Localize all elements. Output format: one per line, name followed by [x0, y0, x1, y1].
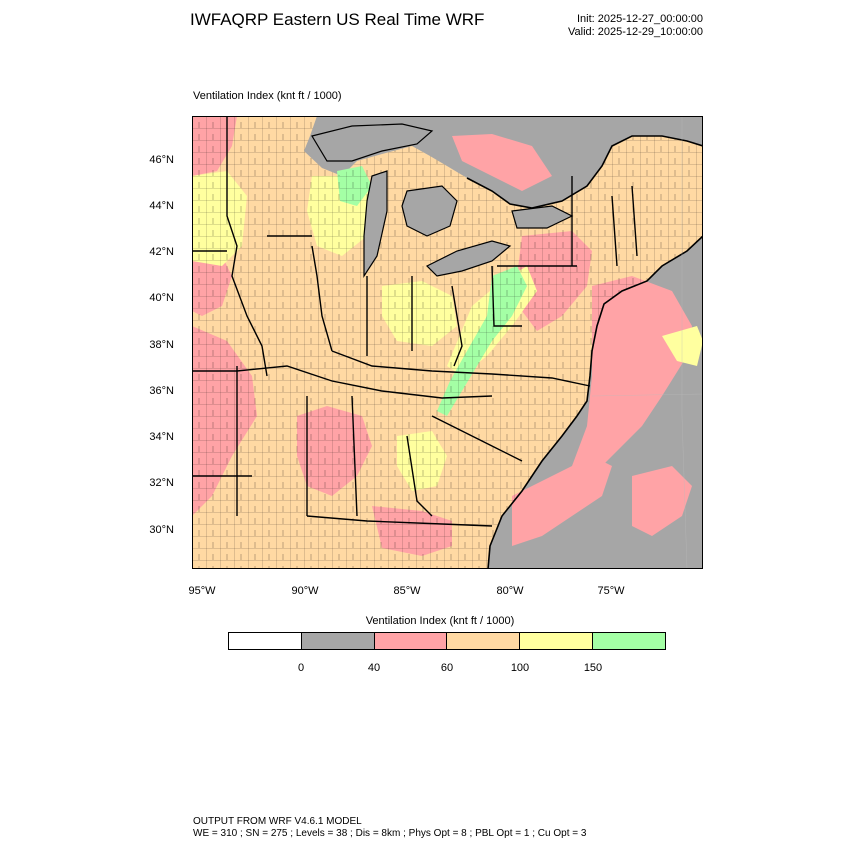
colorbar-box — [374, 633, 448, 649]
state-boundaries — [192, 116, 638, 527]
time-info: Init: 2025-12-27_00:00:00 Valid: 2025-12… — [520, 13, 703, 39]
colorbar-tick: 60 — [440, 662, 454, 674]
coastline — [466, 135, 703, 569]
graticule — [591, 116, 703, 569]
lon-label: 95°W — [188, 585, 216, 597]
init-time: Init: 2025-12-27_00:00:00 — [577, 13, 703, 25]
lat-label: 36°N — [149, 385, 174, 397]
map-title: IWFAQRP Eastern US Real Time WRF — [190, 10, 485, 29]
ventilation-map — [192, 116, 703, 569]
model-info-line1: OUTPUT FROM WRF V4.6.1 MODEL — [193, 816, 362, 827]
colorbar-tick: 40 — [367, 662, 381, 674]
colorbar-tick: 100 — [510, 662, 530, 674]
colorbar — [228, 632, 666, 650]
model-info-line2: WE = 310 ; SN = 275 ; Levels = 38 ; Dis … — [193, 828, 587, 839]
lat-label: 32°N — [149, 477, 174, 489]
lat-label: 34°N — [149, 431, 174, 443]
valid-time: Valid: 2025-12-29_10:00:00 — [568, 26, 703, 38]
lat-label: 38°N — [149, 339, 174, 351]
lat-label: 44°N — [149, 200, 174, 212]
lon-label: 75°W — [597, 585, 625, 597]
county-boundaries — [192, 116, 703, 569]
lon-label: 80°W — [496, 585, 524, 597]
lat-label: 46°N — [149, 154, 174, 166]
colorbar-title: Ventilation Index (knt ft / 1000) — [365, 615, 515, 627]
great-lakes — [311, 123, 574, 279]
colorbar-box — [229, 633, 302, 649]
lon-label: 90°W — [291, 585, 319, 597]
lon-label: 85°W — [393, 585, 421, 597]
colorbar-box — [301, 633, 375, 649]
colorbar-box — [593, 633, 665, 649]
colorbar-box — [520, 633, 594, 649]
colorbar-box — [447, 633, 521, 649]
map-panel — [192, 116, 703, 569]
model-info: OUTPUT FROM WRF V4.6.1 MODEL WE = 310 ; … — [193, 816, 586, 840]
colorbar-tick: 0 — [297, 662, 305, 674]
colorbar-tick: 150 — [583, 662, 603, 674]
lat-label: 42°N — [149, 246, 174, 258]
lat-label: 40°N — [149, 292, 174, 304]
field-label: Ventilation Index (knt ft / 1000) — [193, 90, 342, 102]
lat-label: 30°N — [149, 524, 174, 536]
